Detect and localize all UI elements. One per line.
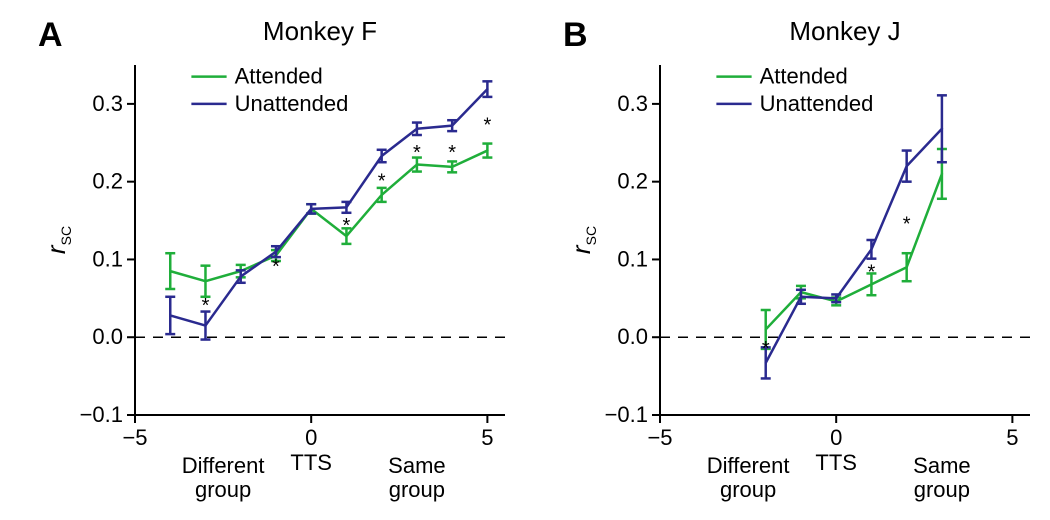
panel-label: B xyxy=(563,16,588,54)
significance-star: * xyxy=(202,295,210,317)
y-tick-label: 0.0 xyxy=(92,324,123,349)
x-axis-label-center: TTS xyxy=(290,450,332,475)
x-tick-label: −5 xyxy=(647,425,672,450)
y-axis-label: rSC xyxy=(41,226,74,254)
panel-title: Monkey F xyxy=(263,16,377,46)
x-tick-label: 5 xyxy=(1006,425,1018,450)
series-line xyxy=(766,174,942,330)
significance-star: * xyxy=(272,256,280,278)
significance-star: * xyxy=(483,115,491,137)
y-tick-label: 0.2 xyxy=(617,169,648,194)
x-sublabel: group xyxy=(195,477,251,502)
y-tick-label: 0.3 xyxy=(617,91,648,116)
panel-B: B Monkey J −0.1 0.0 0.1 0.2 0.3 rSC −5 0 5 TTS Diffe… xyxy=(555,10,1050,515)
panel-A: A Monkey F −0.1 0.0 0.1 0.2 0.3 rSC −5 0 5 TTS Diffe… xyxy=(30,10,535,515)
series-line xyxy=(170,151,487,282)
x-axis-label-center: TTS xyxy=(815,450,857,475)
x-tick-label: 0 xyxy=(830,425,842,450)
significance-star: * xyxy=(762,338,770,360)
y-tick-label: 0.1 xyxy=(92,246,123,271)
y-tick-label: 0.3 xyxy=(92,91,123,116)
x-tick-label: −5 xyxy=(122,425,147,450)
x-sublabel: Same xyxy=(388,453,445,478)
x-sublabel: Different xyxy=(707,453,790,478)
y-tick-label: 0.2 xyxy=(92,169,123,194)
x-sublabel: group xyxy=(914,477,970,502)
y-tick-label: −0.1 xyxy=(80,402,123,427)
significance-star: * xyxy=(448,142,456,164)
legend-label: Unattended xyxy=(235,91,349,116)
significance-star: * xyxy=(903,213,911,235)
y-axis-label: rSC xyxy=(566,226,599,254)
significance-star: * xyxy=(378,171,386,193)
panel-title: Monkey J xyxy=(789,16,900,46)
significance-star: * xyxy=(413,142,421,164)
significance-star: * xyxy=(868,262,876,284)
x-sublabel: Same xyxy=(913,453,970,478)
series-line xyxy=(170,89,487,325)
x-tick-label: 0 xyxy=(305,425,317,450)
x-sublabel: group xyxy=(720,477,776,502)
y-tick-label: 0.0 xyxy=(617,324,648,349)
y-tick-label: −0.1 xyxy=(605,402,648,427)
x-sublabel: group xyxy=(389,477,445,502)
panel-label: A xyxy=(38,16,63,54)
significance-star: * xyxy=(343,215,351,237)
y-tick-label: 0.1 xyxy=(617,246,648,271)
x-sublabel: Different xyxy=(182,453,265,478)
legend-label: Unattended xyxy=(760,91,874,116)
legend-label: Attended xyxy=(235,64,323,89)
legend-label: Attended xyxy=(760,64,848,89)
x-tick-label: 5 xyxy=(481,425,493,450)
